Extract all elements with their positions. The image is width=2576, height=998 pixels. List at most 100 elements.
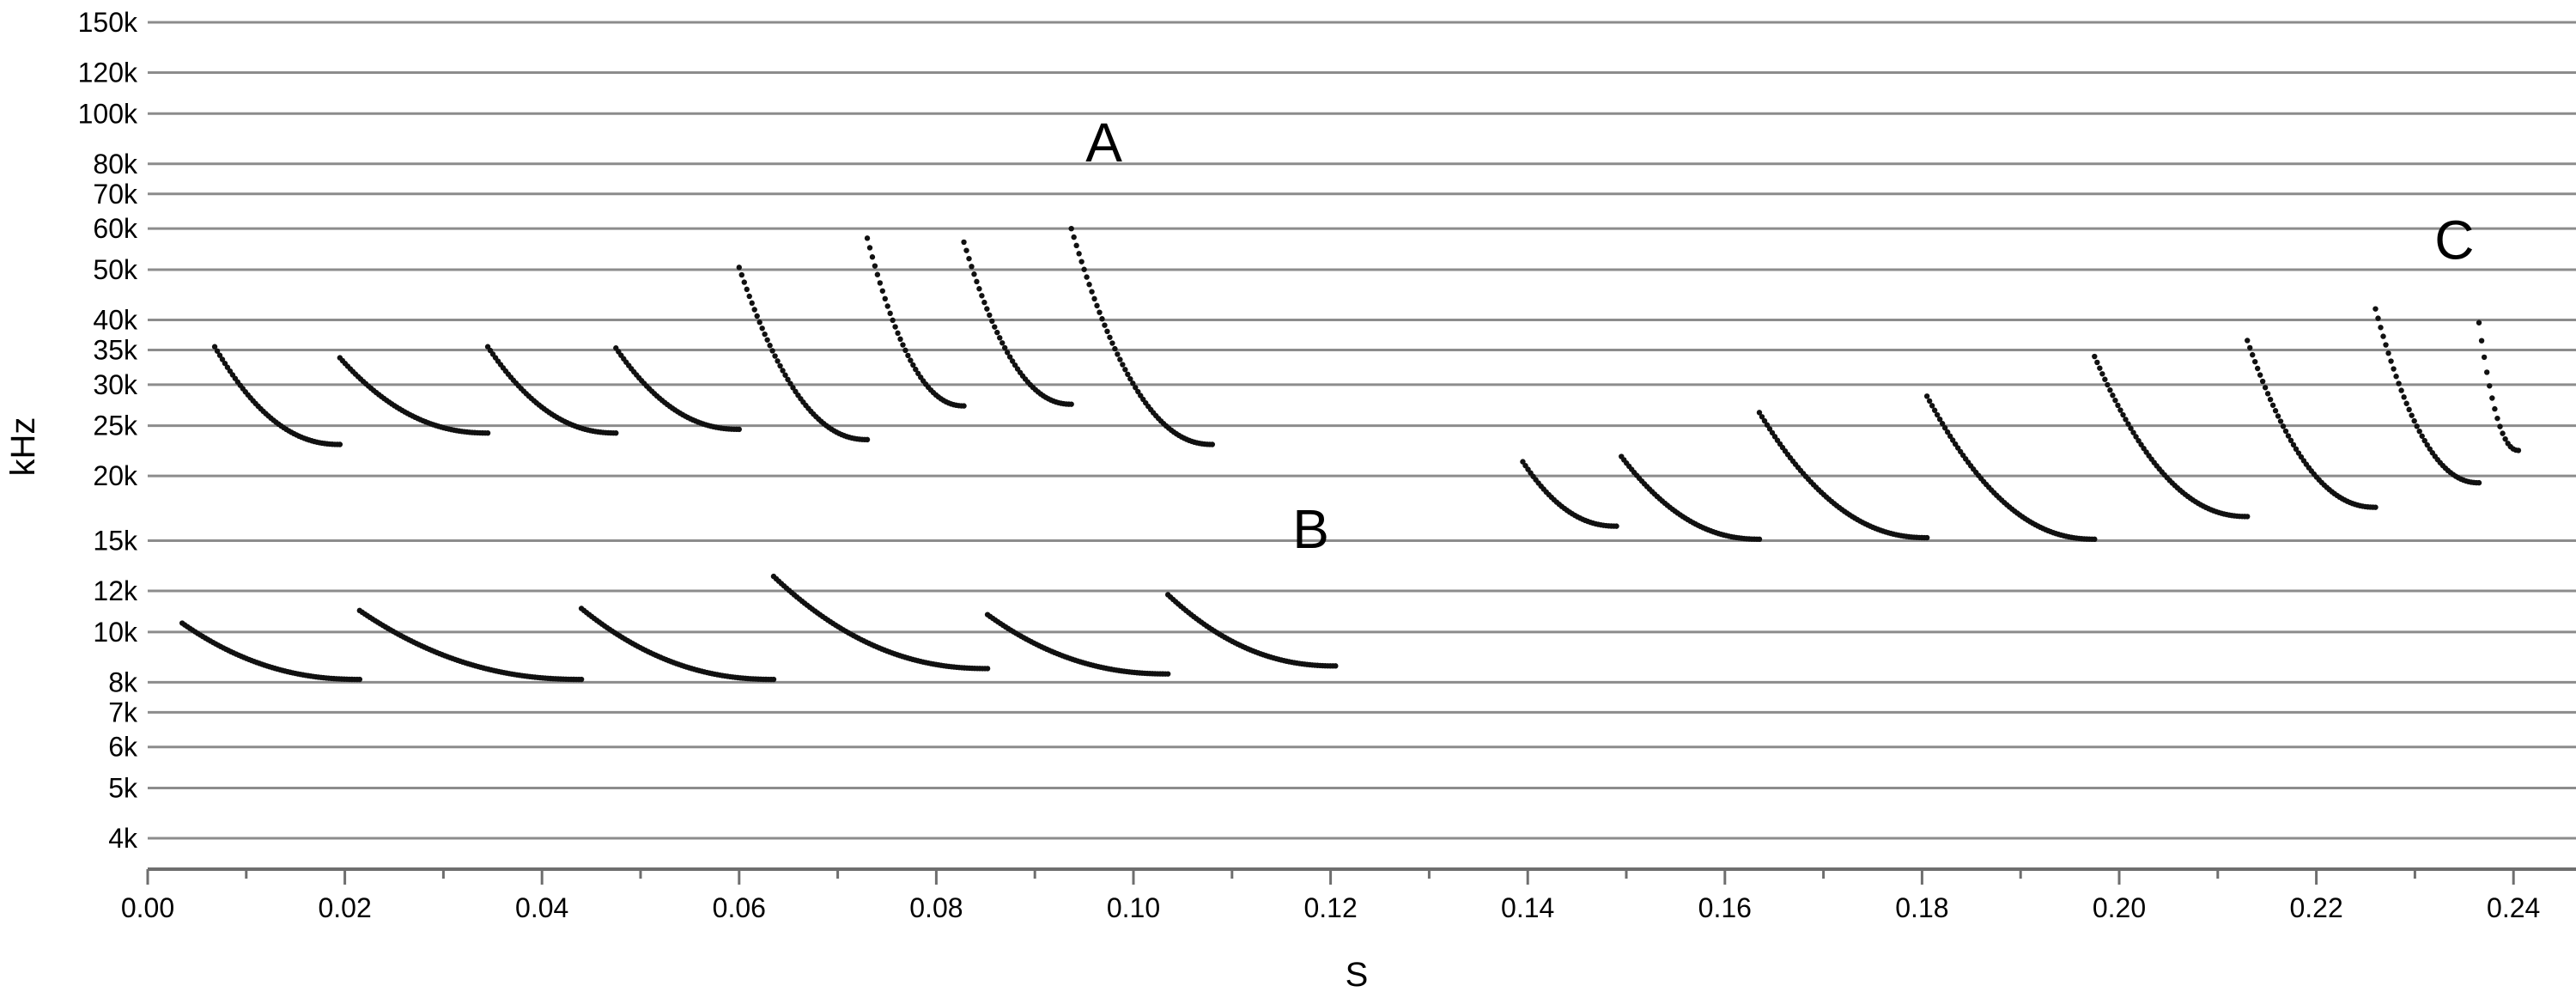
call-point (1006, 354, 1013, 360)
call-point (1613, 523, 1619, 529)
call-trace (337, 355, 491, 436)
call-point (979, 293, 985, 299)
call-point (892, 324, 898, 330)
call-point (2385, 350, 2391, 356)
call-point (2094, 359, 2100, 366)
call-point (1923, 393, 1930, 399)
call-point (770, 676, 777, 683)
call-point (738, 271, 744, 278)
call-point (772, 353, 778, 359)
call-point (902, 347, 908, 354)
call-trace (2245, 338, 2379, 510)
call-point (1929, 403, 1935, 409)
call-point (2375, 315, 2381, 321)
call-point (969, 264, 975, 270)
call-point (1756, 410, 1763, 416)
call-point (877, 280, 884, 286)
x-tick-label: 0.16 (1698, 892, 1752, 923)
x-axis: 0.00 0.02 0.04 0.06 0.08 0.10 0.12 0.14 0.16 0.18… (121, 867, 2576, 923)
call-point (2406, 406, 2412, 413)
call-point (1333, 663, 1339, 669)
annotation-c: C (2434, 210, 2474, 271)
call-point (2478, 338, 2485, 344)
call-point (879, 288, 886, 294)
call-trace (864, 235, 967, 409)
call-point (1934, 411, 1941, 418)
call-trace (2372, 306, 2482, 486)
y-tick-label: 25k (93, 411, 138, 441)
call-point (767, 343, 773, 349)
call-point (1120, 362, 1126, 368)
call-point (1086, 282, 1092, 288)
y-tick-label: 80k (93, 149, 138, 180)
x-tick-label: 0.00 (121, 892, 174, 923)
call-point (2411, 417, 2417, 424)
call-point (981, 299, 987, 306)
y-tick-label: 60k (93, 213, 138, 244)
y-tick-label: 5k (108, 773, 138, 804)
call-point (777, 362, 783, 369)
call-point (1109, 340, 1115, 346)
x-tick-label: 0.24 (2487, 892, 2540, 923)
call-point (741, 279, 747, 285)
call-point (780, 368, 786, 374)
call-point (1115, 351, 1121, 357)
call-point (966, 255, 972, 262)
call-point (1766, 426, 1773, 432)
call-point (997, 335, 1003, 341)
call-point (769, 348, 775, 354)
call-point (963, 247, 969, 253)
y-tick-label: 50k (93, 254, 138, 285)
series-A (211, 225, 1216, 447)
call-point (2247, 344, 2253, 351)
call-trace (1068, 225, 1216, 447)
call-point (984, 306, 990, 312)
call-point (782, 372, 788, 378)
call-point (736, 265, 742, 271)
call-point (2293, 446, 2300, 453)
call-point (2372, 306, 2379, 312)
y-tick-label: 12k (93, 575, 138, 606)
call-trace (1756, 410, 1930, 541)
call-point (2282, 428, 2289, 435)
call-point (2414, 423, 2420, 429)
call-point (1926, 398, 1933, 405)
call-point (1941, 425, 1948, 431)
call-point (762, 331, 768, 338)
call-point (1949, 437, 1956, 443)
call-point (974, 278, 980, 285)
x-tick-label: 0.06 (713, 892, 766, 923)
call-point (2484, 369, 2490, 375)
call-point (2380, 333, 2386, 339)
call-point (2115, 402, 2121, 409)
call-point (1112, 345, 1118, 352)
call-point (2123, 417, 2129, 423)
call-point (785, 376, 791, 383)
series-C (1520, 306, 2522, 543)
call-point (864, 436, 871, 443)
call-point (759, 326, 765, 332)
y-tick-label: 70k (93, 179, 138, 210)
call-point (2500, 430, 2506, 436)
call-point (2257, 372, 2263, 378)
call-point (746, 293, 752, 300)
call-point (989, 318, 995, 325)
call-point (2476, 479, 2482, 486)
y-tick-label: 100k (78, 98, 138, 129)
x-tick-label: 0.14 (1501, 892, 1554, 923)
call-point (1097, 309, 1103, 315)
call-point (754, 313, 760, 319)
call-point (216, 352, 223, 358)
call-point (1068, 225, 1074, 232)
call-point (1122, 367, 1128, 373)
call-point (994, 329, 1000, 336)
call-point (1002, 344, 1008, 351)
call-point (1004, 350, 1011, 356)
x-tick-label: 0.04 (515, 892, 568, 923)
call-point (910, 362, 916, 368)
call-point (2245, 338, 2251, 344)
call-point (2277, 418, 2284, 424)
call-point (2250, 351, 2256, 358)
call-point (2290, 441, 2297, 448)
call-point (2287, 437, 2294, 443)
